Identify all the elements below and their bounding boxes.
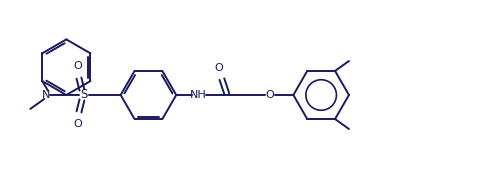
Text: S: S <box>80 88 87 102</box>
Text: N: N <box>42 90 50 100</box>
Text: NH: NH <box>190 90 206 100</box>
Text: O: O <box>73 61 82 71</box>
Text: O: O <box>214 63 223 73</box>
Text: O: O <box>73 119 82 129</box>
Text: O: O <box>265 90 274 100</box>
